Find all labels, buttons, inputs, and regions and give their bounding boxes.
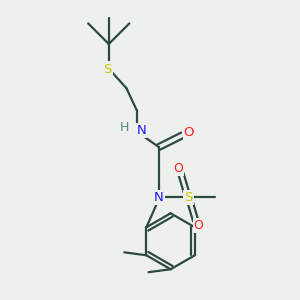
Text: O: O	[184, 126, 194, 139]
Text: N: N	[154, 190, 164, 204]
Text: H: H	[120, 122, 129, 134]
Text: N: N	[136, 124, 146, 137]
Text: S: S	[103, 62, 112, 76]
Text: S: S	[184, 190, 193, 204]
Text: O: O	[194, 220, 203, 232]
Text: O: O	[173, 162, 183, 175]
